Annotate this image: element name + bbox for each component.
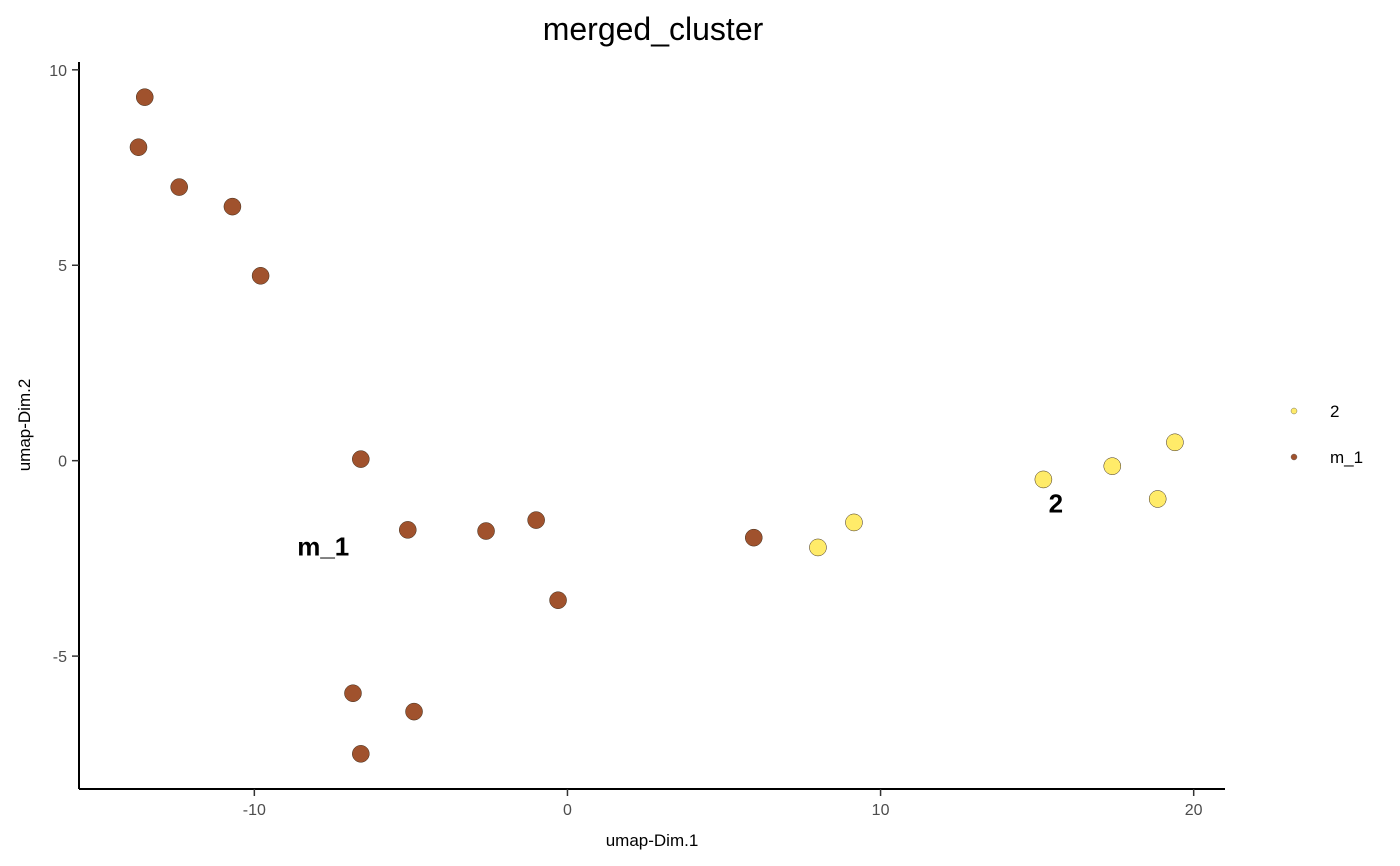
x-axis-title: umap-Dim.1 xyxy=(606,831,699,850)
y-tick-label: 5 xyxy=(58,258,67,275)
data-point xyxy=(1148,490,1167,508)
legend-label: 2 xyxy=(1330,402,1339,421)
data-point xyxy=(129,138,148,156)
data-point xyxy=(170,178,188,196)
cluster-label: m_1 xyxy=(297,532,349,562)
data-point xyxy=(1034,470,1053,489)
data-point xyxy=(344,684,362,702)
x-tick-label: -10 xyxy=(243,802,266,819)
legend-key xyxy=(1290,407,1298,415)
data-point xyxy=(477,522,495,540)
legend-key xyxy=(1290,453,1298,461)
x-tick-label: 10 xyxy=(872,802,890,819)
data-point xyxy=(1166,433,1184,452)
x-tick-label: 0 xyxy=(563,802,572,819)
data-point xyxy=(223,197,242,216)
cluster-label: 2 xyxy=(1049,489,1063,519)
x-tick-label: 20 xyxy=(1185,802,1203,819)
legend: 2 m_1 xyxy=(1290,402,1363,467)
data-point xyxy=(1103,457,1122,475)
cluster-labels: 2 m_1 xyxy=(297,489,1063,562)
data-point xyxy=(549,591,567,609)
legend-label: m_1 xyxy=(1330,448,1363,467)
y-tick-label: 10 xyxy=(49,63,67,80)
data-point xyxy=(399,521,417,539)
data-point xyxy=(251,267,270,285)
data-point xyxy=(136,88,154,106)
data-point xyxy=(527,511,545,529)
data-point xyxy=(745,528,763,547)
y-tick-label: -5 xyxy=(53,649,67,666)
data-point xyxy=(405,702,423,721)
data-points xyxy=(129,88,1184,763)
data-point xyxy=(352,450,370,468)
plot-area: -10 0 10 20 -5 0 5 10 2 m_1 xyxy=(49,62,1225,819)
data-point xyxy=(809,538,827,557)
y-tick-label: 0 xyxy=(58,454,67,471)
data-point xyxy=(845,513,863,532)
chart-title: merged_cluster xyxy=(543,11,764,47)
data-point xyxy=(352,745,370,763)
y-ticks: -5 0 5 10 xyxy=(49,63,79,666)
x-ticks: -10 0 10 20 xyxy=(243,789,1203,819)
y-axis-title: umap-Dim.2 xyxy=(15,379,34,472)
